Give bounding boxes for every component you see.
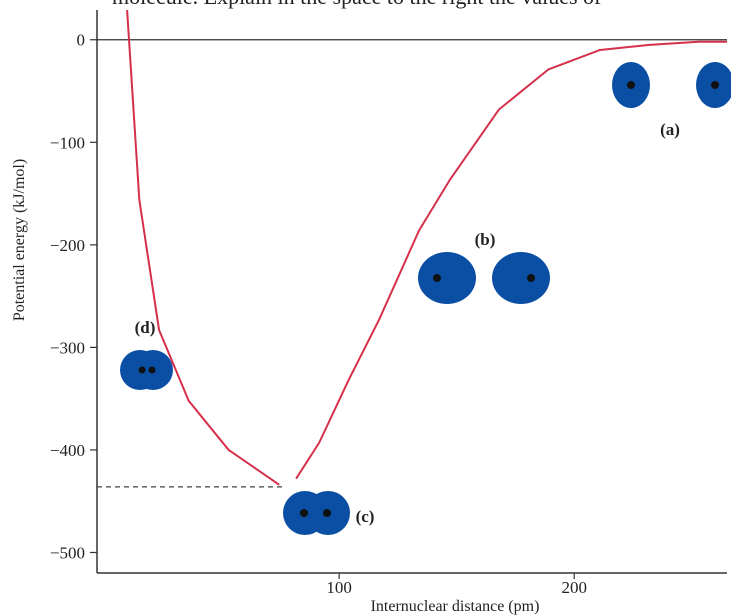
y-tick-label: −200: [50, 236, 85, 255]
annotation: (b): [475, 230, 496, 249]
atoms-d: [120, 350, 173, 390]
y-tick-label: 0: [77, 31, 86, 50]
y-axis-label: Potential energy (kJ/mol): [11, 159, 28, 321]
annotation: (d): [135, 318, 156, 337]
x-tick-label: 200: [561, 578, 587, 597]
x-tick-label: 100: [326, 578, 352, 597]
y-tick-label: −400: [50, 441, 85, 460]
atoms-b: [418, 252, 550, 304]
atoms-a: [612, 62, 731, 108]
header-text: molecule. Explain in the space to the ri…: [112, 0, 602, 9]
x-axis-label: Internuclear distance (pm): [371, 598, 540, 615]
curve: [126, 9, 727, 486]
annotation: (a): [660, 120, 680, 139]
annotation: (c): [356, 507, 375, 526]
y-tick-label: −300: [50, 338, 85, 357]
y-tick-label: −500: [50, 543, 85, 562]
atoms-c: [283, 491, 350, 535]
y-tick-label: −100: [50, 133, 85, 152]
